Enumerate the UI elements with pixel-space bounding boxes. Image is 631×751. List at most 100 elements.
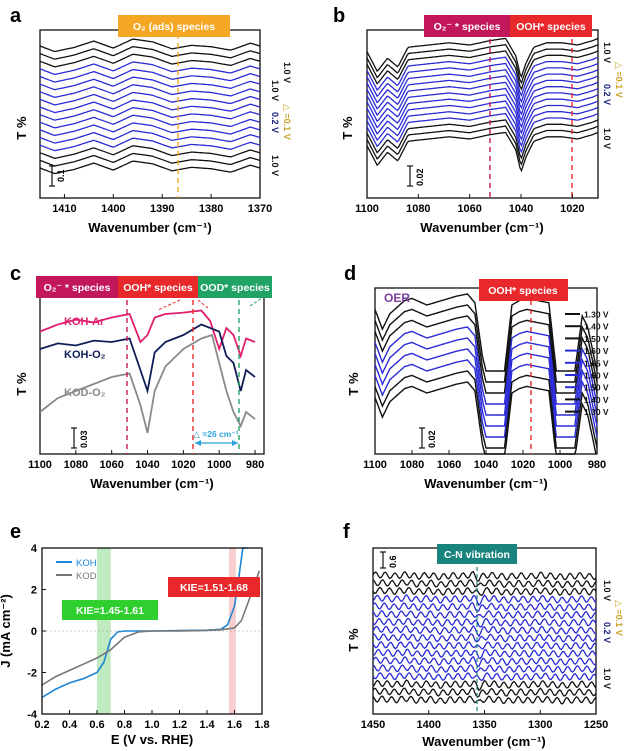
- x-tick-label: 1100: [355, 203, 379, 215]
- panel-f-tag-text: C-N vibration: [444, 549, 510, 561]
- spectrum-line: [366, 81, 599, 123]
- x-tick-label: 1020: [511, 459, 535, 471]
- x-tick-label: 1100: [28, 459, 52, 471]
- x-tick-label: 1300: [528, 719, 552, 731]
- panel-c-label-koh-ar: KOH-Ar: [64, 316, 105, 328]
- panel-a-xlabel: Wavenumber (cm⁻¹): [88, 220, 211, 235]
- x-tick-label: 1080: [64, 459, 88, 471]
- spectrum-line: [39, 99, 261, 114]
- spectrum-line: [372, 687, 597, 698]
- panel-c-xlabel: Wavenumber (cm⁻¹): [90, 476, 213, 491]
- x-tick-label: 1.8: [254, 719, 269, 731]
- panel-a-potential-indicator: 1.0 V 0.2 V 1.0 V 1.0 V △ =0.1 V: [270, 62, 292, 176]
- panel-c-tag-3: [198, 276, 272, 298]
- panel-b-ylabel: T %: [340, 116, 355, 140]
- panel-c-curves: [39, 309, 256, 434]
- series-line: [41, 570, 261, 686]
- panel-c-shift-label: △ =26 cm⁻¹: [193, 429, 238, 439]
- panel-c-scale-value: 0.03: [79, 430, 89, 448]
- panel-b-tag-1: [424, 15, 510, 37]
- panel-a-ylabel: T %: [14, 116, 29, 140]
- x-tick-label: 1400: [417, 719, 441, 731]
- spectrum-line: [366, 56, 599, 98]
- spectrum-line: [39, 76, 261, 91]
- panel-b-curves: [366, 37, 599, 173]
- panel-b-potential-indicator: 1.0 V 0.2 V 1.0 V △ =0.1 V: [602, 42, 624, 149]
- panel-c-label-koh-o2: KOH-O₂: [64, 349, 106, 361]
- x-tick-label: 980: [588, 459, 606, 471]
- panel-a-pot-bottom: 1.0 V: [270, 155, 280, 176]
- panel-b-pot-mid: 0.2 V: [602, 84, 612, 105]
- panel-b-scale-value: 0.02: [415, 168, 425, 186]
- spectrum-line: [372, 578, 597, 589]
- y-tick-label: -2: [27, 668, 37, 680]
- panel-a-pot-top-right: 1.0 V: [282, 62, 292, 83]
- x-tick-label: 1.4: [199, 719, 215, 731]
- x-tick-label: 1080: [406, 203, 430, 215]
- spectrum-line: [372, 655, 597, 668]
- x-tick-label: 0.4: [62, 719, 78, 731]
- panel-c-tag-2-text: OOH* species: [123, 282, 193, 294]
- series-line: [41, 547, 249, 699]
- y-tick-label: -4: [27, 709, 38, 721]
- spectrum-line: [366, 87, 599, 129]
- panel-f-xticks: 1450 1400 1350 1300 1250: [361, 710, 608, 731]
- spectrum-line: [372, 609, 597, 620]
- panel-f-xlabel: Wavenumber (cm⁻¹): [422, 734, 545, 749]
- x-tick-label: 1000: [548, 459, 572, 471]
- panel-a-curves: [39, 38, 261, 175]
- spectrum-line: [366, 100, 599, 141]
- spectrum-line: [372, 648, 597, 660]
- panel-b: b O₂⁻ * species OOH* species 0.02 T % 11…: [333, 5, 624, 235]
- spectrum-line: [39, 53, 261, 68]
- y-tick-label: 4: [31, 543, 38, 555]
- legend-label: 1.40 V: [584, 322, 609, 332]
- spectrum-line: [39, 129, 261, 144]
- panel-c-tag-1: [36, 276, 118, 298]
- spectrum-line: [39, 107, 261, 121]
- spectrum-line: [366, 37, 599, 79]
- spectrum-line: [366, 131, 599, 173]
- spectrum-line: [39, 145, 261, 159]
- panel-c-xticks: 1100 1080 1060 1040 1020 1000 980: [28, 450, 264, 471]
- spectrum-line: [372, 586, 597, 597]
- spectrum-line: [372, 601, 597, 613]
- x-tick-label: 1020: [171, 459, 195, 471]
- panel-b-tag-1-text: O₂⁻ * species: [434, 21, 501, 33]
- x-tick-label: 1370: [248, 203, 272, 215]
- spectrum-line: [366, 50, 599, 91]
- panel-e-yticks: -4 -2 0 2 4: [27, 543, 46, 721]
- spectrum-line: [39, 38, 261, 53]
- panel-e-legend: KOH KOD: [56, 558, 97, 582]
- spectrum-line: [374, 326, 598, 405]
- x-tick-label: 1.6: [227, 719, 242, 731]
- panel-c: c O₂⁻ * species OOH* species OOD* specie…: [10, 263, 272, 491]
- spectrum-line: [366, 106, 599, 148]
- x-tick-label: 1350: [472, 719, 496, 731]
- y-tick-label: 2: [31, 585, 37, 597]
- x-tick-label: 1060: [437, 459, 461, 471]
- panel-e-legend-koh-label: KOH: [76, 558, 97, 569]
- spectrum-line: [366, 94, 599, 135]
- spectrum-line: [366, 112, 599, 154]
- spectrum-line: [372, 679, 597, 692]
- panel-c-ylabel: T %: [14, 372, 29, 396]
- panel-d-ylabel: T %: [346, 372, 361, 396]
- series-line: [39, 333, 256, 434]
- panel-c-arrow-ooh-left: [157, 299, 181, 311]
- x-tick-label: 1040: [135, 459, 159, 471]
- panel-b-tag-2-text: OOH* species: [516, 21, 586, 33]
- spectrum-line: [374, 370, 598, 449]
- panel-a: a O₂ (ads) species 0.1 T % 1410 1400 1390 1…: [10, 5, 292, 235]
- panel-b-xlabel: Wavenumber (cm⁻¹): [420, 220, 543, 235]
- panel-a-scale-value: 0.1: [56, 169, 66, 182]
- panel-f-label: f: [343, 521, 350, 543]
- panel-c-tag-3-text: OOD* species: [200, 282, 270, 294]
- spectrum-line: [39, 68, 261, 83]
- spectrum-line: [366, 119, 599, 160]
- panel-e-xlabel: E (V vs. RHE): [111, 732, 193, 747]
- panel-d: d OOH* species OER 1.30 V 1.40 V 1.50 V 1.6…: [344, 263, 609, 491]
- panel-f-potential-indicator: 1.0 V 0.2 V 1.0 V △ =0.1 V: [602, 580, 624, 689]
- spectrum-line: [374, 304, 598, 383]
- panel-a-pot-mid: 0.2 V: [270, 112, 280, 133]
